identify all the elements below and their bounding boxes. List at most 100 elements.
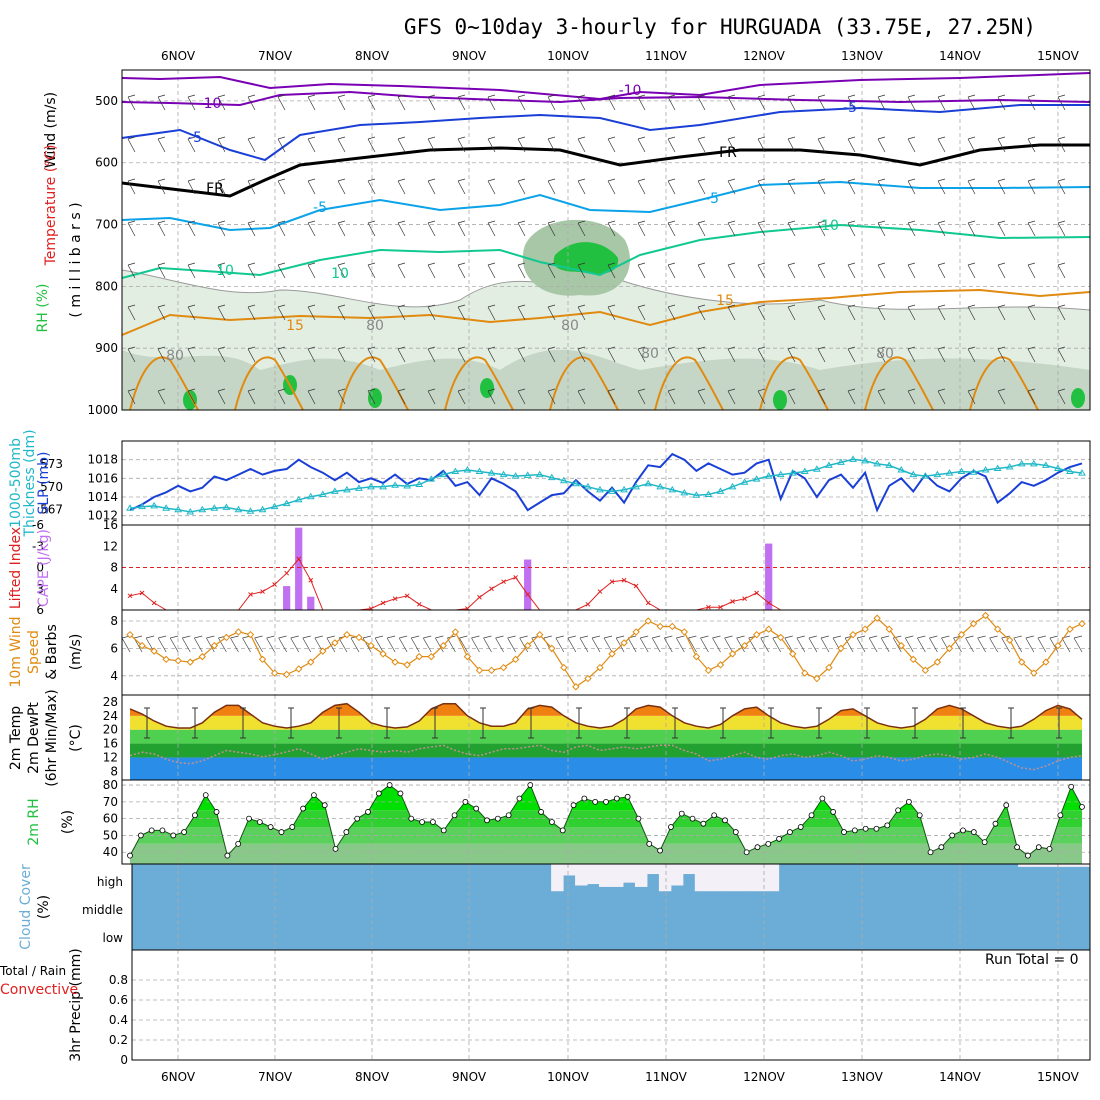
thickness-point (668, 485, 677, 493)
thickness-point (861, 456, 869, 464)
surface-wind-barb (422, 635, 432, 653)
surface-wind-barb (700, 635, 709, 653)
wind-speed-point (560, 663, 568, 672)
thickness-point (644, 479, 653, 487)
thickness-point (692, 491, 701, 498)
thickness-point (957, 467, 966, 475)
wind-barb (667, 136, 676, 153)
wind-barb (427, 388, 436, 405)
lifted-index-point (308, 577, 314, 583)
wind-barb (1027, 262, 1036, 279)
temp-tick-label: 16 (103, 737, 118, 751)
temp-minmax-bar (960, 707, 966, 739)
wind-speed-point (620, 639, 628, 647)
cloud-axis-label: Cloud Cover (18, 864, 34, 950)
wind-barb (367, 178, 376, 195)
wind-barb (847, 346, 856, 363)
run-total-label: Run Total = 0 (985, 952, 1079, 968)
wind-speed-point (150, 647, 158, 655)
wind-speed-point (379, 650, 387, 658)
thickness-point (764, 472, 773, 479)
wind-barb (787, 304, 796, 321)
rh-point (365, 809, 371, 815)
wind-barb (937, 388, 946, 405)
wind-barb (307, 304, 316, 321)
wind-barb (997, 346, 1006, 363)
wind-speed-point (909, 655, 917, 664)
surface-wind-barb (639, 635, 649, 653)
thickness-point (921, 472, 930, 479)
wind-barb (427, 262, 436, 279)
wind-barb (877, 220, 886, 237)
thickness-point (813, 465, 821, 472)
rh-point (527, 782, 534, 788)
wind-barb (157, 304, 166, 321)
rh-tick-label: 60 (103, 812, 118, 826)
wind-barb (457, 262, 466, 279)
wind-speed-point (307, 658, 315, 666)
surface-wind-barb (989, 635, 998, 653)
surface-wind-barb (278, 635, 287, 653)
wind-barb (697, 346, 706, 363)
lifted-index-point (489, 586, 494, 592)
wind-speed-point (861, 625, 869, 633)
thickness-point (451, 467, 460, 475)
surface-wind-barb (820, 635, 830, 653)
wind-speed-point (837, 644, 845, 653)
thickness-point (186, 508, 195, 515)
cloud-gap (742, 864, 756, 892)
wind-barb (727, 304, 736, 321)
contour-label: FR (719, 145, 737, 161)
thickness-point (391, 481, 399, 488)
rh-point (419, 819, 425, 825)
rh2m-unit-label: (%) (60, 810, 76, 834)
wind-speed-point (933, 658, 942, 666)
cloud-gap (646, 864, 660, 875)
temp-minmax-bar (1008, 707, 1014, 739)
wind-barb (187, 262, 196, 279)
rh-point (127, 852, 133, 859)
surface-wind-barb (290, 635, 300, 653)
wind-barb (787, 136, 796, 153)
precip-tick-label: 0.8 (109, 973, 128, 987)
wind-barb (1057, 388, 1066, 405)
cape-bar (295, 527, 303, 610)
precip-total-label: Total / Rain (0, 964, 66, 978)
cape-tick-label: 4 (110, 582, 118, 596)
wind-speed-point (270, 669, 279, 677)
lifted-index-point (766, 600, 772, 606)
thickness-point (234, 505, 243, 513)
temp-minmax-bar (288, 707, 294, 739)
wind-speed-point (222, 633, 231, 642)
wind-barb (157, 346, 166, 363)
wind-speed-point (644, 617, 652, 625)
temp-minmax-bar (912, 707, 918, 739)
cloud-gap (1042, 864, 1055, 867)
wind-barb (1027, 136, 1036, 153)
wind-barb (337, 94, 346, 111)
rh-point (916, 812, 923, 819)
thickness-point (596, 485, 604, 493)
wind-barb (127, 262, 136, 279)
wind-barb (637, 346, 646, 363)
rh-band (130, 843, 1082, 864)
wind-barb (547, 94, 556, 111)
cape-axis-label: CAPE (J/kg) (36, 529, 52, 607)
lifted-index-point (513, 575, 518, 580)
surface-wind-barb (459, 635, 468, 653)
rh-point (603, 798, 609, 805)
thickness-point (439, 470, 448, 478)
wind-barb (127, 346, 136, 363)
panel-frame-precip (131, 949, 1091, 1061)
thickness-point (728, 482, 737, 490)
thickness-point (680, 488, 689, 496)
grid-layer (122, 70, 1090, 1061)
surface-wind-barb (495, 635, 504, 653)
wind-barb (307, 388, 316, 405)
temperature-contour-0 (121, 72, 1091, 101)
thickness-point (150, 501, 158, 509)
wind-barb (337, 346, 346, 363)
wind-barb (907, 136, 916, 153)
cloud-level-label: low (103, 931, 124, 945)
thickness-point (571, 479, 580, 487)
